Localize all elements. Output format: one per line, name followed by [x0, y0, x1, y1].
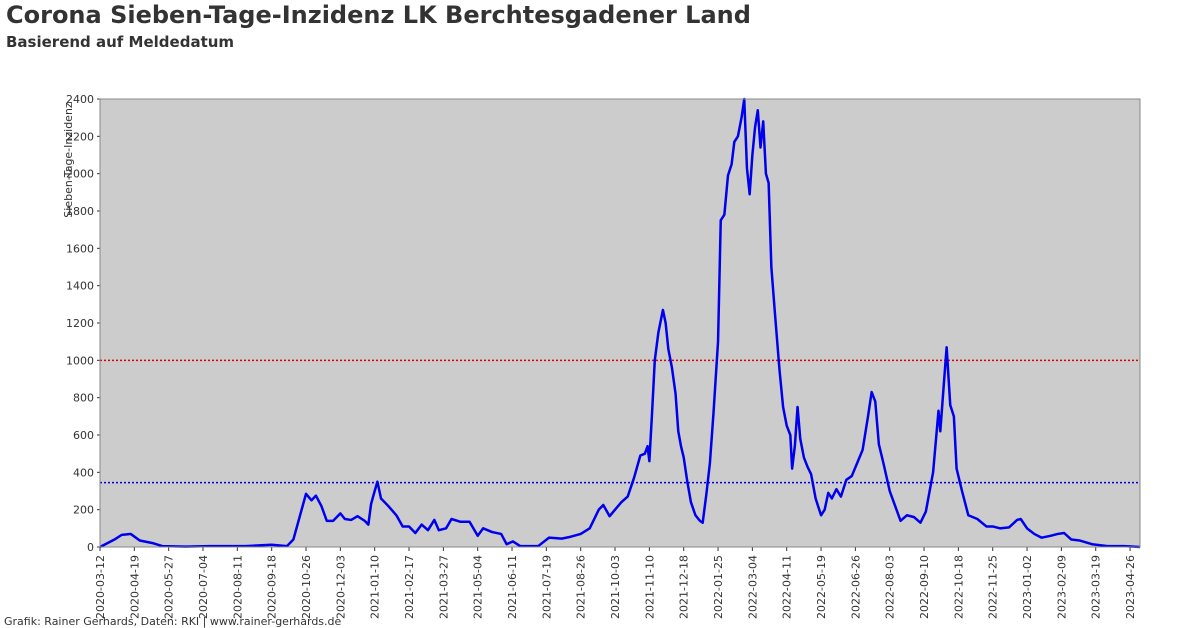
x-tick-label: 2021-01-10: [369, 555, 382, 619]
x-tick-label: 2020-09-18: [266, 555, 279, 619]
x-tick-label: 2023-01-02: [1021, 555, 1034, 619]
x-tick-label: 2022-01-25: [712, 555, 725, 619]
x-tick-label: 2021-08-26: [575, 555, 588, 619]
x-tick-label: 2022-06-26: [849, 555, 862, 619]
x-tick-label: 2023-04-26: [1124, 555, 1137, 619]
x-tick-label: 2021-06-11: [506, 555, 519, 619]
x-tick-label: 2022-04-11: [781, 555, 794, 619]
x-tick-label: 2022-03-04: [746, 555, 759, 619]
y-tick-label: 2200: [66, 130, 94, 143]
y-tick-label: 600: [73, 429, 94, 442]
x-tick-label: 2023-02-09: [1055, 555, 1068, 619]
x-tick-label: 2021-11-10: [643, 555, 656, 619]
y-axis-label: Sieben-Tage-Inzidenz: [62, 102, 75, 218]
x-tick-label: 2023-03-19: [1090, 555, 1103, 619]
x-tick-label: 2022-10-18: [952, 555, 965, 619]
x-tick-label: 2021-03-27: [437, 555, 450, 619]
chart-subtitle: Basierend auf Meldedatum: [6, 33, 234, 51]
plot-background: [100, 99, 1140, 547]
x-tick-label: 2022-08-03: [884, 555, 897, 619]
x-tick-label: 2022-11-25: [987, 555, 1000, 619]
x-tick-label: 2021-10-03: [609, 555, 622, 619]
x-tick-label: 2020-08-11: [231, 555, 244, 619]
x-tick-label: 2020-07-04: [197, 555, 210, 619]
x-tick-label: 2020-05-27: [163, 555, 176, 619]
x-tick-label: 2020-03-12: [94, 555, 107, 619]
y-tick-label: 1400: [66, 280, 94, 293]
y-tick-label: 1800: [66, 205, 94, 218]
x-tick-label: 2021-12-18: [678, 555, 691, 619]
x-tick-label: 2020-12-03: [334, 555, 347, 619]
x-tick-label: 2020-10-26: [300, 555, 313, 619]
x-tick-label: 2022-05-19: [815, 555, 828, 619]
y-tick-label: 0: [87, 541, 94, 554]
x-tick-label: 2021-02-17: [403, 555, 416, 619]
chart-title: Corona Sieben-Tage-Inzidenz LK Berchtesg…: [6, 1, 751, 29]
x-tick-label: 2022-09-10: [918, 555, 931, 619]
data-line: [99, 97, 1141, 549]
y-tick-label: 200: [73, 504, 94, 517]
x-tick-label: 2021-07-19: [540, 555, 553, 619]
y-tick-label: 2000: [66, 168, 94, 181]
y-tick-label: 1600: [66, 242, 94, 255]
y-tick-label: 400: [73, 466, 94, 479]
y-tick-label: 800: [73, 392, 94, 405]
y-tick-label: 1200: [66, 317, 94, 330]
footer: Grafik: Rainer Gerhards, Daten: RKI | ww…: [4, 615, 342, 628]
y-tick-label: 2400: [66, 93, 94, 106]
x-tick-label: 2020-04-19: [128, 555, 141, 619]
plot-frame: [99, 98, 1141, 548]
y-tick-label: 1000: [66, 354, 94, 367]
x-tick-label: 2021-05-04: [472, 555, 485, 619]
